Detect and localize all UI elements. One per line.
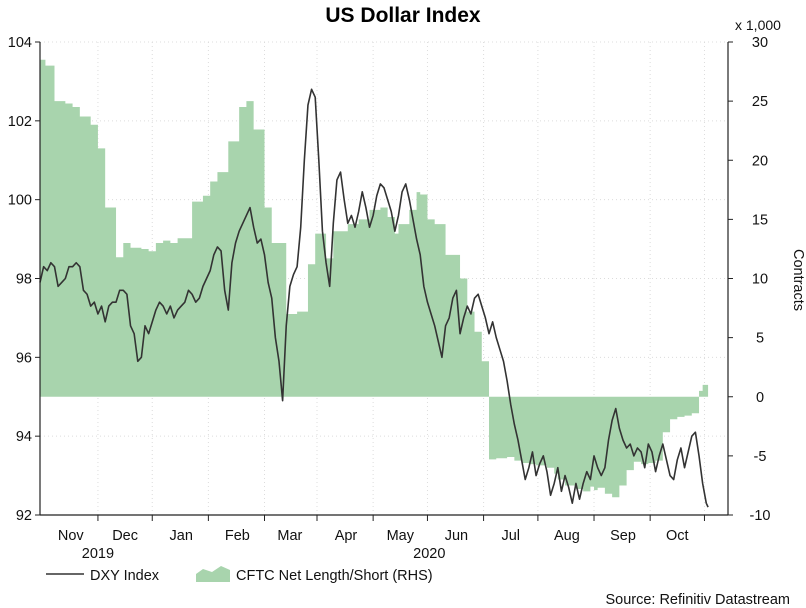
dxy-line [39, 88, 709, 508]
x-tick-label: Jan [170, 528, 193, 544]
x-tick-label: Sep [610, 528, 636, 544]
right-tick-label: 10 [752, 272, 768, 288]
legend-label-dxy: DXY Index [90, 568, 160, 584]
x-year-label: 2020 [413, 546, 445, 562]
left-tick-label: 96 [16, 350, 32, 366]
right-tick-label: -5 [754, 449, 767, 465]
x-tick-label: Oct [666, 528, 689, 544]
cftc-area [40, 59, 709, 498]
legend-label-cftc: CFTC Net Length/Short (RHS) [236, 568, 433, 584]
x-tick-label: Jul [501, 528, 520, 544]
x-tick-label: Apr [335, 528, 358, 544]
right-tick-label: 5 [756, 331, 764, 347]
left-tick-label: 92 [16, 508, 32, 524]
cftc-area-layer [40, 59, 709, 498]
right-tick-label: 20 [752, 153, 768, 169]
chart-title: US Dollar Index [325, 4, 481, 27]
x-tick-label: May [387, 528, 415, 544]
left-axis: 92 94 96 98 100 102 104 [8, 35, 40, 524]
right-tick-label: 30 [752, 35, 768, 51]
left-tick-label: 104 [8, 35, 32, 51]
right-tick-label: 0 [756, 390, 764, 406]
legend: DXY Index CFTC Net Length/Short (RHS) [46, 566, 433, 584]
right-axis: -10 -5 0 5 10 15 20 25 30 [728, 35, 770, 524]
right-tick-label: 15 [752, 212, 768, 228]
x-tick-label: Dec [112, 528, 138, 544]
source-note: Source: Refinitiv Datastream [605, 592, 790, 608]
legend-area-swatch [196, 566, 230, 582]
left-tick-label: 98 [16, 272, 32, 288]
x-axis: Nov Dec Jan Feb Mar Apr May Jun Jul Aug Sep Oct 2019… [58, 515, 705, 562]
right-axis-label: Contracts [790, 249, 806, 311]
left-tick-label: 94 [16, 429, 32, 445]
x-tick-label: Aug [554, 528, 580, 544]
right-axis-multiplier: x 1,000 [735, 17, 781, 33]
x-tick-label: Mar [277, 528, 302, 544]
right-tick-label: -10 [750, 508, 771, 524]
x-tick-label: Nov [58, 528, 85, 544]
left-tick-label: 100 [8, 193, 32, 209]
x-year-label: 2019 [82, 546, 114, 562]
right-tick-label: 25 [752, 94, 768, 110]
x-tick-label: Feb [225, 528, 250, 544]
x-tick-label: Jun [445, 528, 468, 544]
dxy-line-layer [39, 88, 709, 508]
left-tick-label: 102 [8, 114, 32, 130]
